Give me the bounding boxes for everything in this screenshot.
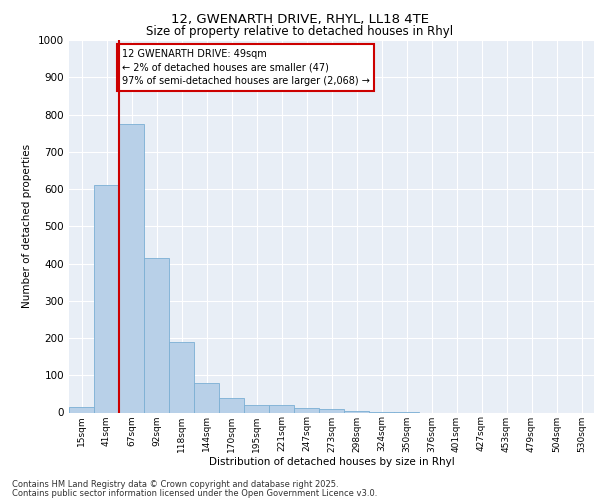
Text: Size of property relative to detached houses in Rhyl: Size of property relative to detached ho… bbox=[146, 25, 454, 38]
Text: Contains HM Land Registry data © Crown copyright and database right 2025.: Contains HM Land Registry data © Crown c… bbox=[12, 480, 338, 489]
Bar bbox=[94, 186, 119, 412]
Bar bbox=[319, 409, 344, 412]
Text: 12 GWENARTH DRIVE: 49sqm
← 2% of detached houses are smaller (47)
97% of semi-de: 12 GWENARTH DRIVE: 49sqm ← 2% of detache… bbox=[121, 50, 370, 86]
X-axis label: Distribution of detached houses by size in Rhyl: Distribution of detached houses by size … bbox=[209, 457, 454, 467]
Bar bbox=[169, 342, 194, 412]
Bar bbox=[69, 407, 94, 412]
Text: Contains public sector information licensed under the Open Government Licence v3: Contains public sector information licen… bbox=[12, 489, 377, 498]
Bar bbox=[294, 408, 319, 412]
Bar bbox=[119, 124, 144, 412]
Bar bbox=[344, 411, 369, 412]
Y-axis label: Number of detached properties: Number of detached properties bbox=[22, 144, 32, 308]
Text: 12, GWENARTH DRIVE, RHYL, LL18 4TE: 12, GWENARTH DRIVE, RHYL, LL18 4TE bbox=[171, 12, 429, 26]
Bar bbox=[194, 384, 219, 412]
Bar bbox=[269, 405, 294, 412]
Bar bbox=[144, 258, 169, 412]
Bar bbox=[244, 405, 269, 412]
Bar bbox=[219, 398, 244, 412]
